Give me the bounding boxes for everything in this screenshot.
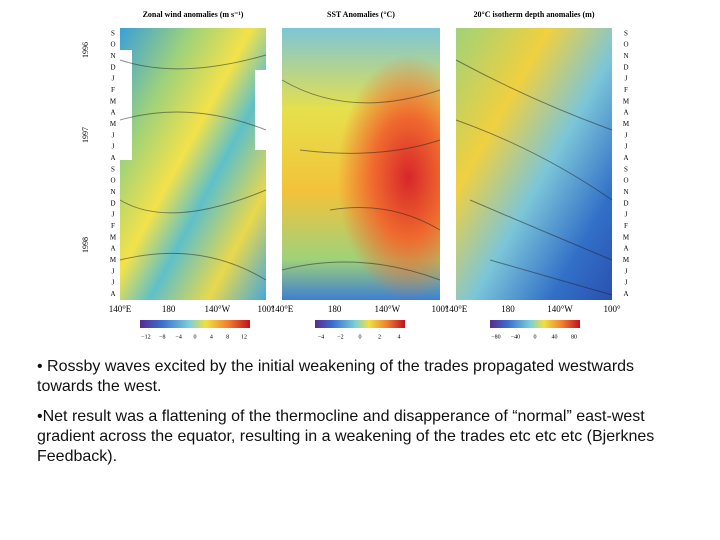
colorbar-tick: −80: [491, 334, 500, 340]
panel-title: Zonal wind anomalies (m s⁻¹): [143, 10, 244, 19]
bullet: •Net result was a flattening of the ther…: [37, 408, 655, 465]
month-label: M: [110, 256, 117, 264]
month-label: J: [112, 279, 115, 287]
colorbar-tick: −12: [141, 334, 150, 340]
month-label: J: [625, 143, 628, 151]
month-label: F: [624, 222, 628, 230]
month-label: M: [623, 97, 630, 105]
colorbar: [140, 320, 250, 328]
month-label: J: [112, 267, 115, 275]
month-label: N: [110, 52, 115, 60]
x-label: 140°E: [445, 304, 468, 314]
colorbar: [490, 320, 580, 328]
colorbar-tick: 0: [194, 334, 197, 340]
x-label: 140°E: [109, 304, 132, 314]
month-label: J: [112, 143, 115, 151]
colorbar: [315, 320, 405, 328]
colorbar-tick: 4: [210, 334, 213, 340]
year-label: 1996: [81, 42, 90, 58]
month-label: N: [623, 188, 628, 196]
month-label: J: [112, 75, 115, 83]
colorbar-tick: −40: [511, 334, 520, 340]
month-label: A: [623, 109, 628, 117]
month-label: A: [110, 109, 115, 117]
colorbar-tick: 0: [359, 334, 362, 340]
month-label: S: [111, 29, 115, 37]
month-label: A: [110, 245, 115, 253]
year-label: 1998: [81, 237, 90, 253]
month-label: O: [623, 41, 628, 49]
colorbar-tick: 8: [226, 334, 229, 340]
colorbar-tick: −2: [337, 334, 343, 340]
panel-title: SST Anomalies (°C): [327, 10, 395, 19]
month-label: O: [623, 177, 628, 185]
month-label: S: [624, 29, 628, 37]
month-label: O: [110, 177, 115, 185]
month-label: D: [623, 63, 628, 71]
x-label: 180: [328, 304, 342, 314]
x-label: 140°W: [547, 304, 573, 314]
month-label: D: [110, 63, 115, 71]
month-label: M: [110, 97, 117, 105]
figure: Zonal wind anomalies (m s⁻¹) 140°E 180 140°…: [81, 10, 630, 341]
month-label: J: [625, 279, 628, 287]
month-label: J: [625, 131, 628, 139]
x-label: 100°: [603, 304, 621, 314]
contours: [119, 54, 613, 296]
month-label: O: [110, 41, 115, 49]
month-label: N: [623, 52, 628, 60]
colorbar-tick: −4: [318, 334, 324, 340]
month-label: M: [110, 233, 117, 241]
colorbar-tick: 0: [534, 334, 537, 340]
colorbar-tick: 4: [398, 334, 401, 340]
x-label: 180: [162, 304, 176, 314]
x-label: 140°W: [205, 304, 231, 314]
colorbar-tick: 12: [241, 334, 247, 340]
thermocline-panel: [456, 28, 612, 300]
x-label: 100°: [257, 304, 275, 314]
month-label: A: [623, 290, 628, 298]
panel-title: 20°C isotherm depth anomalies (m): [474, 10, 595, 19]
colorbar-tick: 2: [378, 334, 381, 340]
month-label: J: [112, 131, 115, 139]
month-label: S: [624, 165, 628, 173]
month-label: F: [111, 222, 115, 230]
missing-data: [255, 70, 266, 150]
colorbar-tick: 80: [571, 334, 577, 340]
month-label: M: [110, 120, 117, 128]
month-label: J: [625, 267, 628, 275]
month-label: S: [111, 165, 115, 173]
year-label: 1997: [81, 127, 90, 143]
month-label: A: [623, 245, 628, 253]
x-label: 100°: [431, 304, 449, 314]
month-label: F: [111, 86, 115, 94]
month-label: J: [625, 75, 628, 83]
month-label: M: [623, 256, 630, 264]
month-label: J: [112, 211, 115, 219]
month-label: M: [623, 233, 630, 241]
x-label: 180: [501, 304, 515, 314]
sst-warm-anomaly: [282, 28, 440, 300]
colorbar-tick: 40: [552, 334, 558, 340]
x-label: 140°W: [375, 304, 401, 314]
month-label: A: [110, 154, 115, 162]
colorbar-tick: −4: [175, 334, 181, 340]
x-label: 140°E: [271, 304, 294, 314]
month-label: A: [110, 290, 115, 298]
month-label: J: [625, 211, 628, 219]
month-label: M: [623, 120, 630, 128]
month-label: N: [110, 188, 115, 196]
bullet: • Rossby waves excited by the initial we…: [37, 358, 635, 395]
month-label: A: [623, 154, 628, 162]
month-label: D: [623, 199, 628, 207]
month-label: F: [624, 86, 628, 94]
missing-data: [120, 50, 132, 160]
colorbar-tick: −8: [159, 334, 165, 340]
month-label: D: [110, 199, 115, 207]
